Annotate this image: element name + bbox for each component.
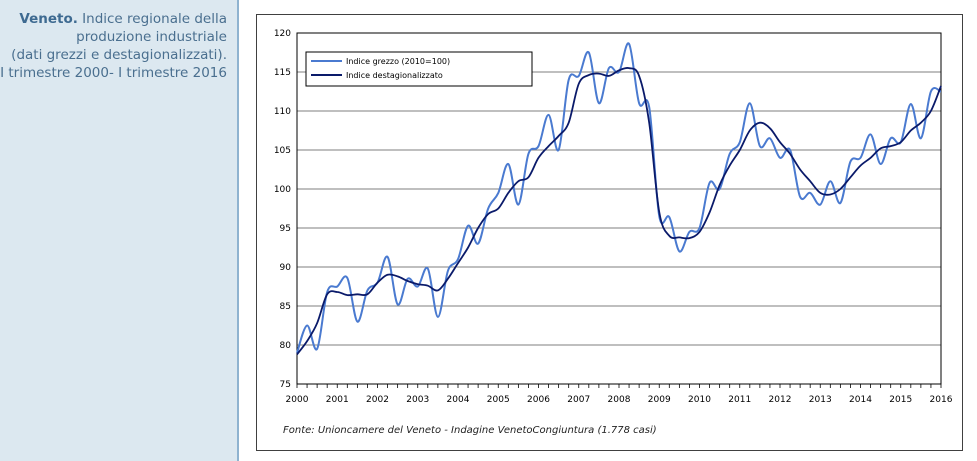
caption-line-3: (dati grezzi e destagionalizzati). bbox=[11, 47, 227, 63]
caption-region: Veneto. bbox=[19, 11, 78, 27]
x-tick-label: 2009 bbox=[648, 395, 671, 405]
chart-caption: Veneto. Indice regionale della produzion… bbox=[0, 10, 227, 82]
y-tick-label: 120 bbox=[274, 29, 291, 39]
series-line-grezzo bbox=[296, 42, 942, 354]
x-tick-label: 2010 bbox=[688, 395, 711, 405]
y-tick-label: 110 bbox=[274, 107, 291, 117]
x-tick-label: 2016 bbox=[930, 395, 953, 405]
y-tick-label: 85 bbox=[280, 302, 291, 312]
y-tick-label: 95 bbox=[280, 224, 291, 234]
x-tick-label: 2012 bbox=[769, 395, 792, 405]
series-line-destagionalizzato bbox=[296, 66, 942, 355]
x-tick-label: 2000 bbox=[286, 395, 309, 405]
x-tick-label: 2013 bbox=[809, 395, 832, 405]
x-axis: 2000 2001 2002 2003 2004 2005 2006 2007 2008 2009… bbox=[286, 384, 953, 405]
legend: Indice grezzo (2010=100) Indice destagio… bbox=[305, 51, 533, 87]
legend-label-grezzo: Indice grezzo (2010=100) bbox=[346, 57, 450, 66]
x-tick-label: 2008 bbox=[608, 395, 631, 405]
x-tick-label: 2005 bbox=[487, 395, 510, 405]
caption-line-2: produzione industriale bbox=[76, 29, 227, 45]
x-tick-label: 2007 bbox=[567, 395, 590, 405]
x-tick-label: 2001 bbox=[326, 395, 349, 405]
caption-line-4: I trimestre 2000- I trimestre 2016 bbox=[0, 65, 227, 81]
side-panel: Veneto. Indice regionale della produzion… bbox=[0, 0, 239, 461]
x-tick-label: 2006 bbox=[527, 395, 550, 405]
source-note: Fonte: Unioncamere del Veneto - Indagine… bbox=[283, 425, 657, 436]
y-tick-label: 90 bbox=[280, 263, 292, 273]
caption-line-1: Indice regionale della bbox=[82, 11, 227, 27]
chart-frame: 75 80 85 90 95 100 105 110 115 120 2000 2001 2002 20… bbox=[256, 14, 963, 451]
x-tick-label: 2015 bbox=[889, 395, 912, 405]
series-lines bbox=[296, 42, 942, 355]
x-tick-label: 2011 bbox=[728, 395, 751, 405]
x-tick-label: 2002 bbox=[366, 395, 389, 405]
x-tick-label: 2014 bbox=[849, 395, 872, 405]
y-tick-label: 80 bbox=[280, 341, 292, 351]
y-tick-label: 105 bbox=[274, 146, 291, 156]
x-tick-label: 2003 bbox=[406, 395, 429, 405]
y-tick-label: 75 bbox=[280, 380, 291, 390]
y-tick-label: 100 bbox=[274, 185, 291, 195]
y-axis: 75 80 85 90 95 100 105 110 115 120 bbox=[274, 29, 291, 390]
y-tick-label: 115 bbox=[274, 68, 291, 78]
legend-label-destag: Indice destagionalizzato bbox=[346, 71, 443, 80]
legend-box bbox=[305, 51, 533, 87]
x-tick-label: 2004 bbox=[447, 395, 470, 405]
